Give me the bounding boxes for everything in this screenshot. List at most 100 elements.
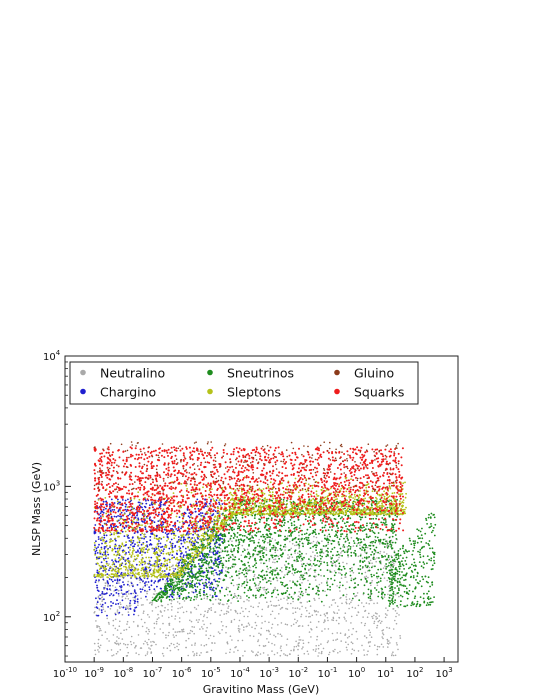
data-point: [140, 578, 143, 581]
data-point: [173, 598, 175, 601]
data-point: [369, 522, 371, 524]
data-point: [233, 651, 235, 653]
data-point: [367, 565, 369, 567]
data-point: [103, 598, 105, 601]
data-point: [326, 617, 329, 619]
data-point: [118, 582, 120, 584]
data-point: [159, 610, 162, 612]
data-point: [155, 546, 158, 549]
data-point: [188, 586, 191, 588]
data-point: [389, 600, 391, 602]
data-point: [174, 544, 177, 547]
data-point: [136, 531, 139, 534]
data-point: [172, 588, 175, 590]
data-point: [269, 543, 271, 545]
data-point: [352, 545, 355, 547]
data-point: [386, 553, 388, 555]
data-point: [341, 533, 344, 535]
data-point: [310, 555, 312, 558]
data-point: [401, 576, 403, 579]
data-point: [181, 590, 184, 593]
data-point: [195, 654, 198, 656]
data-point: [426, 523, 428, 525]
data-point: [112, 594, 115, 597]
data-point: [180, 527, 182, 530]
data-point: [227, 587, 229, 589]
data-point: [267, 568, 269, 570]
data-point: [350, 577, 353, 580]
data-point: [347, 515, 349, 517]
data-point: [304, 572, 306, 575]
data-point: [265, 559, 268, 562]
data-point: [343, 551, 346, 553]
data-point: [199, 628, 201, 630]
data-point: [198, 572, 201, 575]
data-point: [373, 553, 376, 555]
data-point: [99, 532, 102, 534]
data-point: [109, 584, 111, 587]
data-point: [221, 562, 223, 565]
data-point: [137, 544, 140, 546]
data-point: [229, 519, 232, 521]
data-point: [155, 623, 158, 625]
data-point: [382, 538, 385, 541]
data-point: [176, 553, 179, 556]
data-point: [372, 544, 375, 547]
data-point: [160, 596, 162, 599]
data-point: [374, 549, 377, 552]
data-point: [359, 568, 362, 571]
data-point: [416, 572, 419, 575]
data-point: [137, 624, 139, 627]
data-point: [368, 645, 371, 647]
data-point: [341, 495, 343, 498]
data-point: [267, 629, 270, 632]
data-point: [170, 585, 173, 588]
data-point: [98, 597, 101, 600]
data-point: [119, 649, 122, 651]
data-point: [373, 620, 376, 623]
data-point: [378, 560, 381, 563]
data-point: [308, 612, 311, 615]
data-point: [277, 624, 279, 626]
data-point: [172, 581, 175, 584]
data-point: [287, 571, 290, 574]
data-point: [124, 597, 127, 600]
data-point: [189, 580, 192, 582]
data-point: [284, 529, 287, 532]
data-point: [166, 578, 168, 581]
data-point: [118, 625, 121, 627]
data-point: [349, 517, 352, 520]
data-point: [218, 517, 221, 519]
data-point: [277, 530, 279, 532]
data-point: [259, 547, 262, 549]
data-point: [196, 534, 198, 536]
data-point: [132, 599, 135, 602]
data-point: [108, 503, 111, 506]
data-point: [182, 536, 185, 539]
data-point: [301, 648, 303, 650]
data-point: [377, 591, 380, 593]
data-point: [423, 563, 426, 565]
data-point: [340, 533, 342, 536]
data-point: [225, 652, 227, 655]
data-point: [236, 588, 239, 590]
data-point: [332, 540, 335, 543]
data-point: [265, 519, 268, 522]
data-point: [183, 630, 185, 633]
data-point: [160, 564, 162, 567]
data-point: [386, 638, 389, 641]
data-point: [212, 551, 215, 554]
data-point: [98, 543, 100, 546]
data-point: [308, 631, 311, 633]
data-point: [303, 538, 306, 540]
data-point: [113, 502, 116, 504]
scatter-points: [93, 441, 437, 657]
data-point: [145, 566, 148, 568]
data-point: [326, 535, 329, 537]
data-point: [197, 621, 199, 623]
data-point: [320, 560, 323, 563]
data-point: [177, 607, 179, 610]
data-point: [223, 539, 226, 542]
data-point: [368, 556, 370, 558]
data-point: [428, 558, 431, 561]
